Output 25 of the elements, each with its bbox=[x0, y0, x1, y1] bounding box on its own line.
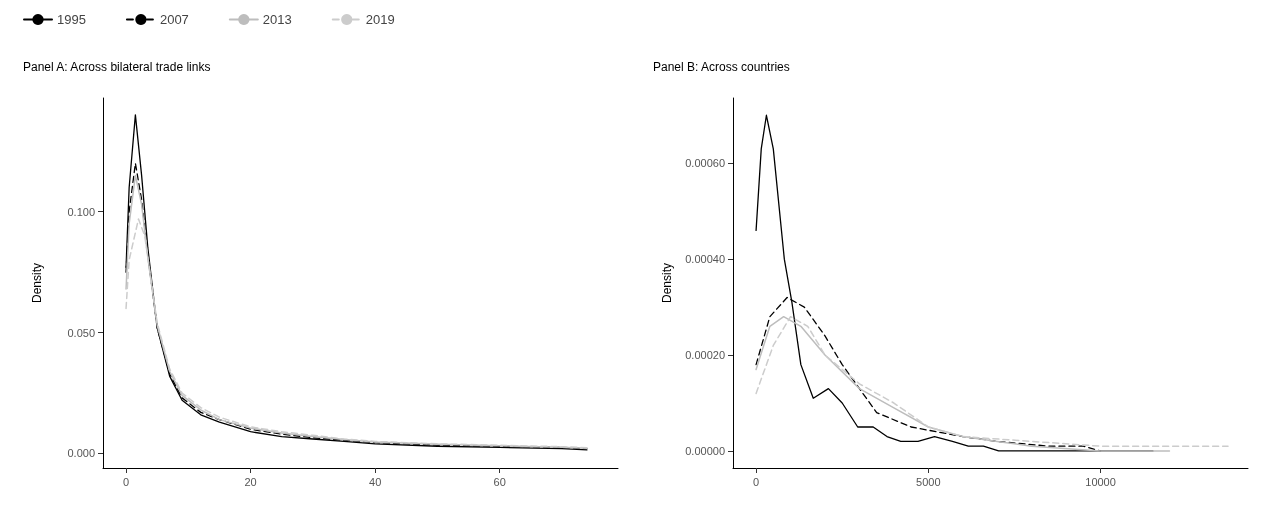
line-series bbox=[125, 218, 588, 449]
x-tick-label: 5000 bbox=[916, 475, 941, 488]
y-tick-label: 0.00060 bbox=[685, 157, 725, 170]
line-series bbox=[755, 315, 1171, 452]
line-series bbox=[755, 315, 1229, 447]
chart-title: Panel A: Across bilateral trade links bbox=[23, 60, 211, 74]
legend-label: 2007 bbox=[159, 12, 189, 27]
x-tick-label: 40 bbox=[369, 475, 382, 488]
y-tick-label: 0.00020 bbox=[685, 349, 725, 362]
y-axis-title: Density bbox=[30, 262, 44, 304]
y-tick-label: 0.00000 bbox=[685, 444, 725, 457]
y-axis-title: Density bbox=[660, 262, 674, 304]
chart-title: Panel B: Across countries bbox=[653, 60, 790, 74]
y-tick-label: 0.050 bbox=[67, 326, 95, 339]
legend-label: 1995 bbox=[57, 12, 86, 27]
x-tick-label: 10000 bbox=[1085, 475, 1116, 488]
legend-label: 2019 bbox=[365, 12, 395, 27]
y-tick-label: 0.000 bbox=[67, 447, 95, 460]
x-tick-label: 0 bbox=[753, 475, 760, 488]
x-tick-label: 20 bbox=[244, 475, 257, 488]
x-tick-label: 0 bbox=[122, 475, 130, 488]
x-tick-label: 60 bbox=[493, 475, 506, 488]
legend-label: 2013 bbox=[262, 12, 292, 27]
y-tick-label: 0.00040 bbox=[685, 253, 725, 266]
y-tick-label: 0.100 bbox=[67, 205, 95, 218]
